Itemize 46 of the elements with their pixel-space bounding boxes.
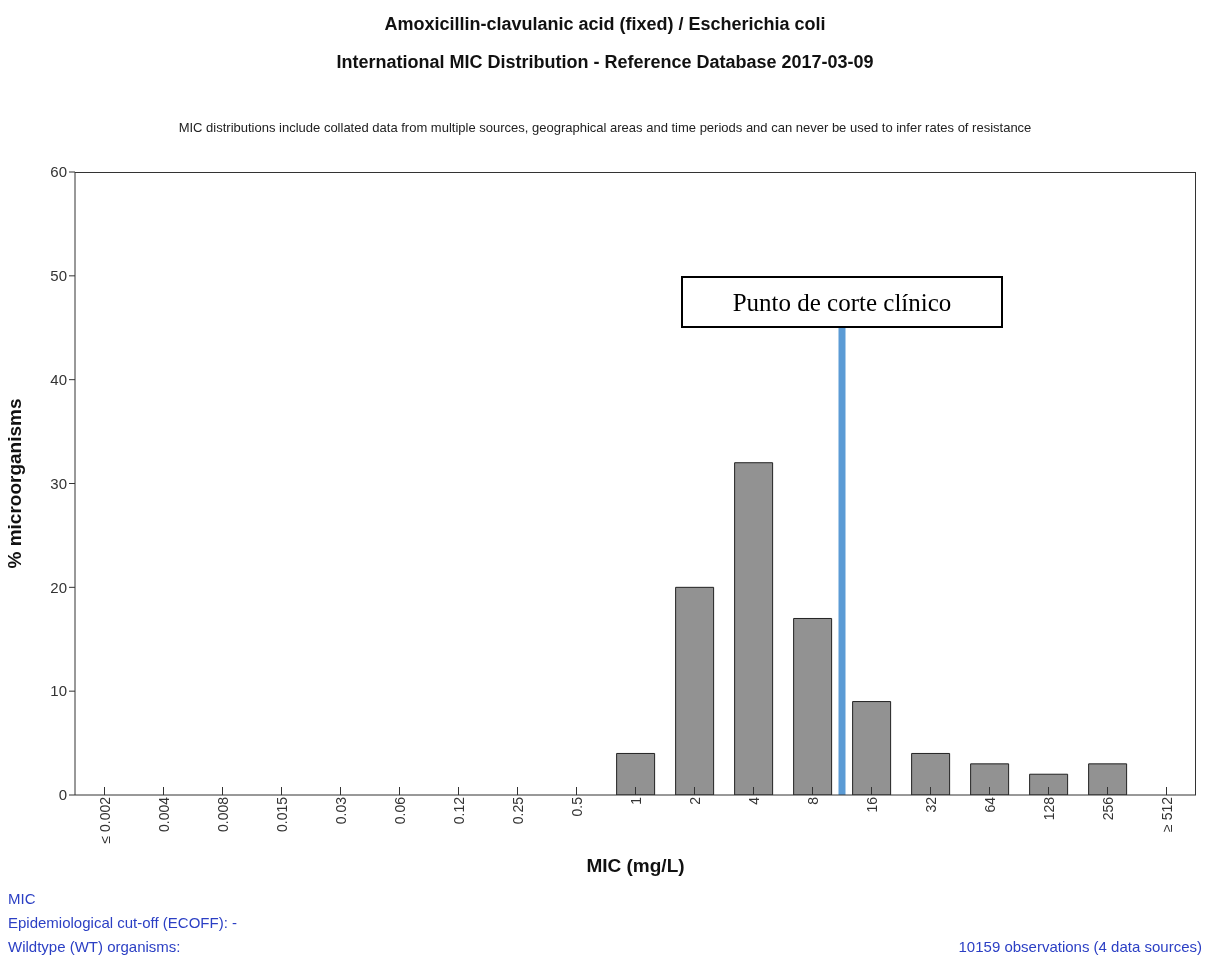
ref-line-label: Punto de corte clínico — [732, 289, 952, 316]
x-tick-label: ≤ 0.002 — [96, 796, 113, 844]
x-tick-label: 1 — [627, 796, 644, 805]
text: Wildtype (WT) organisms: — [8, 938, 181, 955]
bar — [734, 462, 774, 795]
bar — [793, 617, 833, 795]
x-tick-label: 0.03 — [332, 796, 349, 825]
x-tick-label: 0.5 — [568, 796, 585, 817]
y-tick-label: 60 — [50, 163, 67, 181]
y-tick-label: 10 — [50, 682, 67, 700]
bar — [970, 763, 1010, 795]
text: 10159 observations (4 data sources) — [958, 938, 1202, 955]
x-tick-label: 256 — [1099, 796, 1116, 821]
x-tick-label: 2 — [686, 796, 703, 805]
y-tick-label: 20 — [50, 578, 67, 596]
x-tick-label: 64 — [981, 796, 998, 813]
x-tick-label: ≥ 512 — [1158, 796, 1175, 832]
bar — [675, 586, 715, 795]
y-axis-title: % microorganisms — [3, 398, 25, 569]
y-tick-label: 30 — [50, 474, 67, 492]
bar — [852, 701, 892, 795]
text: MIC distributions include collated data from multiple sources, geographical areas and time periods and can never be used to infer rates of resistance — [177, 120, 1033, 135]
y-tick-label: 50 — [50, 267, 67, 285]
x-tick-label: 16 — [863, 796, 880, 813]
x-tick-label: 0.25 — [509, 796, 526, 825]
y-tick-label: 40 — [50, 370, 67, 388]
y-tick-label: 0 — [58, 786, 67, 804]
x-tick-label: 128 — [1040, 796, 1057, 821]
x-tick-label: 0.015 — [273, 796, 290, 833]
text: Epidemiological cut-off (ECOFF): - — [8, 914, 237, 931]
chart-subtitle: International MIC Distribution - Reference Database 2017-03-09 — [335, 52, 875, 73]
bar — [1088, 763, 1128, 795]
x-tick-label: 4 — [745, 796, 762, 805]
bar — [911, 752, 951, 795]
x-axis-title: MIC (mg/L) — [586, 855, 685, 876]
bar — [616, 752, 656, 795]
bar — [1029, 773, 1069, 795]
x-tick-label: 0.008 — [214, 796, 231, 833]
chart-title: Amoxicillin-clavulanic acid (fixed) / Escherichia coli — [383, 14, 827, 35]
x-tick-label: 0.004 — [155, 796, 172, 833]
x-tick-label: 0.12 — [450, 796, 467, 825]
x-tick-label: 32 — [922, 796, 939, 813]
text: MIC — [8, 890, 36, 907]
label-box: Punto de corte clínico — [681, 276, 1003, 328]
x-tick-label: 8 — [804, 796, 821, 805]
x-tick-label: 0.06 — [391, 796, 408, 825]
